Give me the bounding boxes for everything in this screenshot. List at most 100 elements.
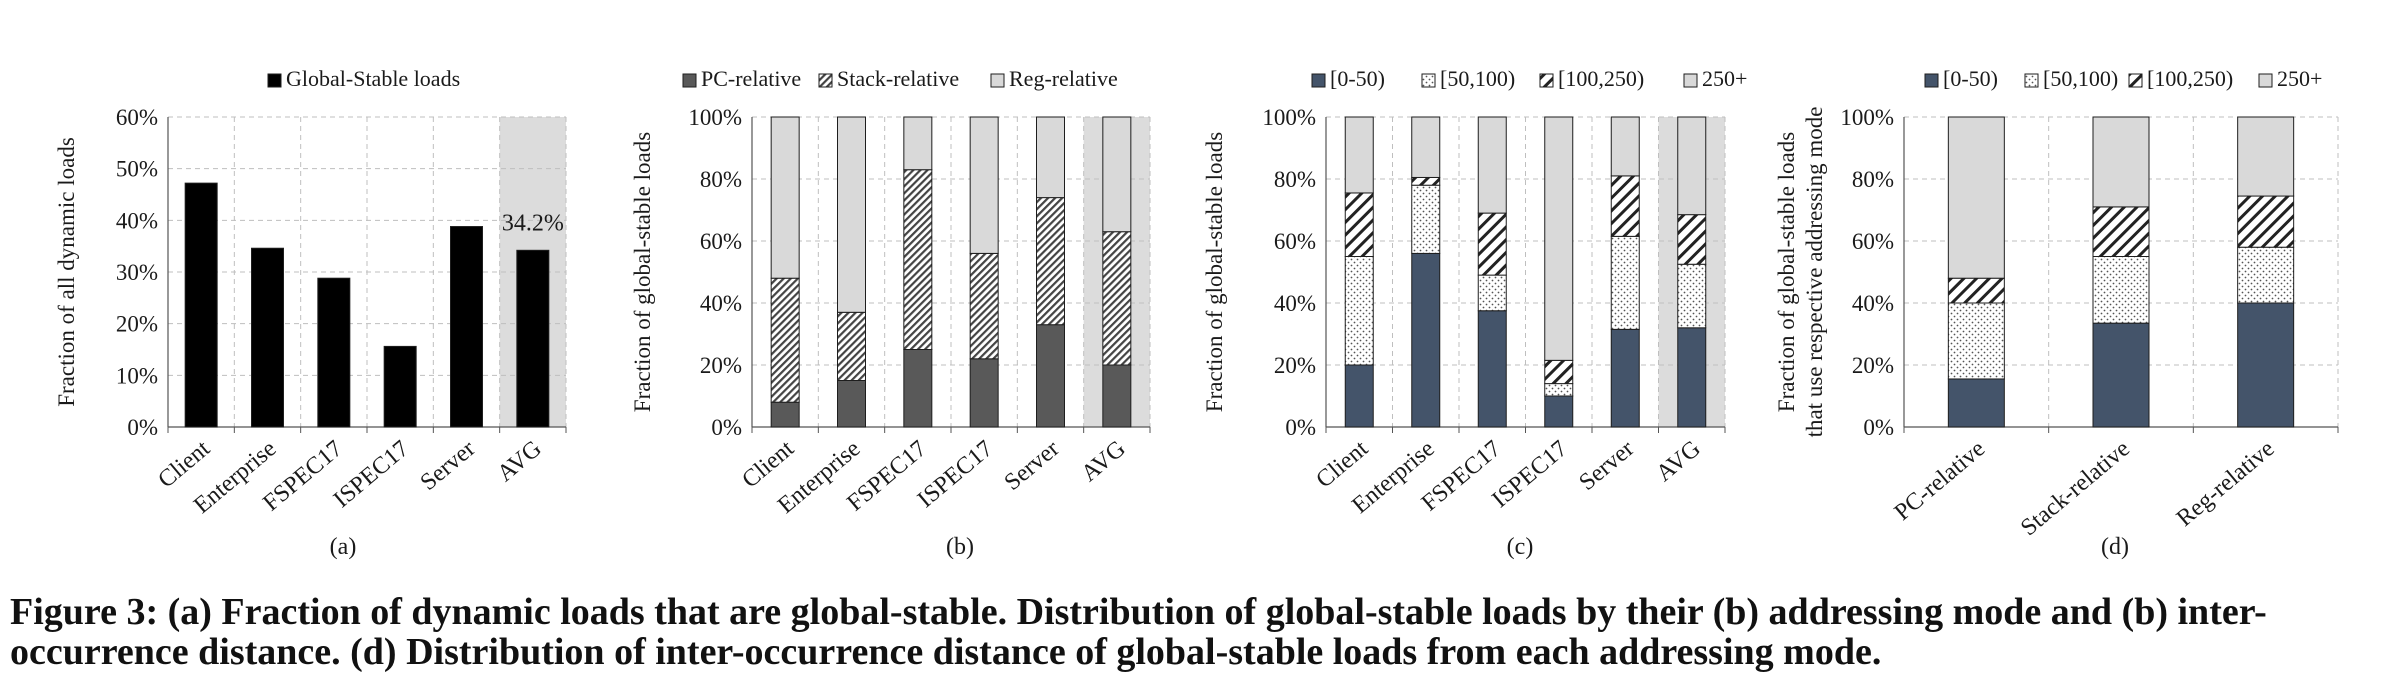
y-tick-label: 10% [116,363,158,388]
y-tick-label: 80% [700,167,742,192]
x-tick-label: AVG [493,436,547,487]
bar-enterprise-1 [251,247,284,428]
x-tick-label: Server [1574,436,1639,496]
bar-ispec17-2 [1544,383,1574,397]
bar-fspec17-3 [1477,212,1507,276]
bar-stack-relative-4 [2092,116,2150,208]
bar-ispec17-1 [969,358,999,428]
bar-client-2 [1344,256,1374,366]
y-tick-label: 60% [116,105,158,130]
bar-client-3 [1344,192,1374,257]
chart-sublabel: (d) [2101,534,2129,560]
x-tick-label: ISPEC17 [913,436,998,513]
bar-pc-relative-3 [1947,277,2005,304]
bar-fspec17-2 [1477,274,1507,312]
bar-pc-relative-2 [1947,302,2005,380]
bar-server-1 [450,226,483,428]
legend-label: Reg-relative [1009,66,1118,91]
bar-enterprise-3 [837,116,866,313]
bar-ispec17-3 [1544,359,1574,385]
bar-server-1 [1036,324,1065,428]
bar-ispec17-2 [969,252,999,360]
legend-swatch [1539,73,1554,88]
legend-swatch [1924,73,1939,88]
y-tick-label: 20% [1852,353,1894,378]
legend-label: PC-relative [701,66,801,91]
bar-pc-relative-4 [1947,116,2005,279]
y-tick-label: 0% [711,415,742,440]
figure-caption: Figure 3: (a) Fraction of dynamic loads … [10,591,2267,673]
x-tick-label: Reg-relative [2172,436,2280,532]
legend-label: 250+ [1702,66,1747,91]
y-axis-label: Fraction of global-stable loads [630,132,655,412]
y-tick-label: 80% [1852,167,1894,192]
y-tick-label: 40% [1852,291,1894,316]
bar-stack-relative-3 [2092,206,2150,257]
bar-client-4 [1344,116,1374,194]
bar-client-3 [770,116,800,279]
bar-avg-3 [1102,116,1132,233]
legend-label: [100,250) [2147,66,2233,91]
data-label-avg: 34.2% [502,210,564,236]
y-tick-label: 20% [116,312,158,337]
y-axis-label: Fraction of all dynamic loads [54,137,79,407]
legend-label: [50,100) [1440,66,1515,91]
bar-ispec17-1 [1544,395,1574,428]
figure-3: 0%10%20%30%40%50%60%ClientEnterpriseFSPE… [54,66,2339,560]
bar-client-2 [770,277,800,403]
bar-client-1 [1344,364,1374,428]
y-tick-label: 60% [1274,229,1316,254]
legend-label: [0-50) [1943,66,1998,91]
x-tick-label: Server [1000,436,1065,496]
y-tick-label: 60% [1852,229,1894,254]
bar-reg-relative-1 [2237,302,2295,428]
chart-sublabel: (b) [946,534,974,560]
bar-server-4 [1610,116,1640,177]
chart-d: 0% 20% 40% 60% 80% 100% PC-relative Stack-relat… [1774,66,2339,560]
bar-reg-relative-3 [2237,195,2295,248]
bar-server-2 [1036,197,1065,326]
legend-swatch [2128,73,2143,88]
y-tick-label: 0% [127,415,158,440]
x-tick-label: AVG [1077,436,1131,487]
chart-a: 0%10%20%30%40%50%60%ClientEnterpriseFSPE… [54,66,567,560]
bar-enterprise-2 [837,311,866,381]
bar-reg-relative-2 [2237,246,2295,304]
x-tick-label: ISPEC17 [1487,436,1572,513]
legend-swatch [267,73,282,88]
bar-ispec17-1 [383,345,417,428]
bar-server-2 [1610,235,1640,330]
legend-swatch [1683,73,1698,88]
legend-swatch [1311,73,1326,88]
bar-client-1 [770,401,800,428]
y-tick-label: 80% [1274,167,1316,192]
bar-fspec17-4 [1477,116,1507,214]
bar-avg-3 [1677,214,1707,265]
bar-client-1 [184,182,218,428]
legend-label: [100,250) [1558,66,1644,91]
y-tick-label: 100% [688,105,742,130]
x-tick-label: PC-relative [1890,436,1990,526]
y-tick-label: 20% [1274,353,1316,378]
bar-enterprise-2 [1411,184,1441,254]
bar-fspec17-3 [903,116,933,171]
bar-pc-relative-1 [1947,378,2005,428]
bar-stack-relative-2 [2092,256,2150,324]
x-tick-label: ISPEC17 [329,436,414,513]
bar-fspec17-1 [903,349,933,428]
bar-server-3 [1036,116,1065,199]
y-tick-label: 100% [1840,105,1894,130]
y-tick-label: 0% [1285,415,1316,440]
bar-server-3 [1610,175,1640,237]
y-tick-label: 0% [1863,415,1894,440]
bar-avg-2 [1677,263,1707,329]
legend-label: Stack-relative [837,66,959,91]
legend-label: [50,100) [2043,66,2118,91]
y-tick-label: 50% [116,157,158,182]
y-tick-label: 40% [116,208,158,233]
bar-enterprise-1 [837,380,866,428]
x-tick-label: Stack-relative [2016,436,2135,542]
y-tick-label: 100% [1262,105,1316,130]
legend-swatch [2258,73,2273,88]
legend-label: Global-Stable loads [286,66,460,91]
